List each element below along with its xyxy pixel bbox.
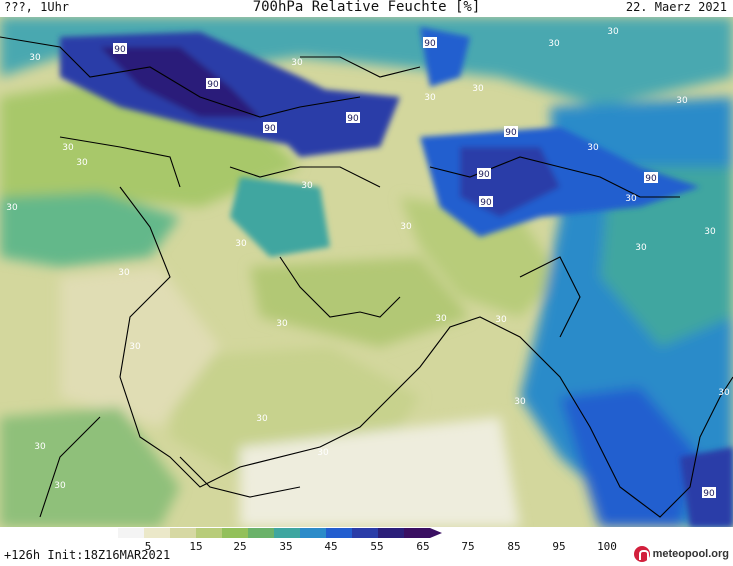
legend-swatch: [170, 528, 196, 538]
legend-tick-label: 5: [144, 540, 152, 553]
contour-label-bg: [477, 168, 491, 179]
legend-swatch: [300, 528, 326, 538]
legend-tick-label: 25: [233, 540, 247, 553]
contour-label: 90: [505, 128, 517, 138]
legend-tick-label: 85: [507, 540, 521, 553]
contour-label: 30: [317, 448, 329, 458]
contour-label: 30: [514, 397, 526, 407]
contour-label: 30: [76, 158, 88, 168]
contour-label: 30: [472, 84, 484, 94]
legend-swatch: [378, 528, 404, 538]
contour-label: 90: [480, 198, 492, 208]
contour-label: 90: [478, 170, 490, 180]
contour-label-bg: [263, 122, 277, 133]
contour-label: 30: [54, 481, 66, 491]
legend-color-bar: [118, 528, 442, 538]
legend-tick-label: 45: [324, 540, 338, 553]
legend-tick-label: 35: [279, 540, 293, 553]
contour-label-bg: [504, 126, 518, 137]
legend-tick-label: 100: [597, 540, 617, 553]
contour-label: 30: [235, 239, 247, 249]
contour-label: 30: [301, 181, 313, 191]
legend-swatch: [118, 528, 144, 538]
contour-label: 30: [62, 143, 74, 153]
brand-logo[interactable]: meteopool.org: [633, 546, 729, 562]
legend-swatch: [144, 528, 170, 538]
contour-label: 30: [676, 96, 688, 106]
contour-label: 30: [587, 143, 599, 153]
contour-label: 30: [291, 58, 303, 68]
contour-label: 30: [29, 53, 41, 63]
contour-label: 30: [495, 315, 507, 325]
legend-swatch: [404, 528, 430, 538]
valid-date: 22. Maerz 2021: [625, 0, 727, 14]
contour-label: 30: [276, 319, 288, 329]
map-title: 700hPa Relative Feuchte [%]: [252, 0, 481, 15]
color-legend: 5 15 25 35 45 55 65 75 85 95 100: [118, 528, 638, 558]
legend-swatch: [326, 528, 352, 538]
init-time: +126h Init:18Z16MAR2021: [4, 548, 171, 562]
contour-label: 30: [435, 314, 447, 324]
contour-label-bg: [479, 196, 493, 207]
meteopool-logo-icon: [633, 546, 650, 562]
contour-label: 90: [114, 45, 126, 55]
humidity-field: [0, 17, 733, 527]
contour-label: 30: [256, 414, 268, 424]
contour-label: 30: [6, 203, 18, 213]
run-label: ???, 1Uhr: [4, 0, 70, 14]
coastlines: [0, 36, 733, 518]
contour-label: 30: [424, 93, 436, 103]
contour-label-bg: [702, 487, 716, 498]
legend-tick-label: 75: [461, 540, 475, 553]
contour-label: 90: [703, 489, 715, 499]
contour-label: 30: [718, 388, 730, 398]
contour-label-bg: [346, 112, 360, 123]
legend-swatch: [196, 528, 222, 538]
legend-tick-label: 65: [416, 540, 430, 553]
brand-text: meteopool.org: [652, 548, 729, 560]
contour-label-bg: [644, 172, 658, 183]
contour-label: 30: [548, 39, 560, 49]
contour-label: 90: [264, 124, 276, 134]
contour-label-bg: [113, 43, 127, 54]
contour-label-bg: [206, 78, 220, 89]
header: ???, 1Uhr 700hPa Relative Feuchte [%] 22…: [0, 0, 733, 16]
legend-tick-label: 15: [189, 540, 203, 553]
contour-label: 30: [129, 342, 141, 352]
contour-label: 30: [400, 222, 412, 232]
contour-label: 30: [34, 442, 46, 452]
contour-label: 30: [625, 194, 637, 204]
legend-swatch: [222, 528, 248, 538]
contour-label: 90: [645, 174, 657, 184]
contour-label: 90: [207, 80, 219, 90]
legend-tick-label: 95: [552, 540, 566, 553]
contour-label-bg: [423, 37, 437, 48]
contour-label: 30: [635, 243, 647, 253]
legend-swatch: [274, 528, 300, 538]
legend-swatch: [248, 528, 274, 538]
contour-label: 30: [704, 227, 716, 237]
legend-arrow: [430, 528, 442, 538]
legend-swatch: [352, 528, 378, 538]
contour-label: 30: [607, 27, 619, 37]
legend-tick-label: 55: [370, 540, 384, 553]
contour-label: 90: [424, 39, 436, 49]
contour-label: 90: [347, 114, 359, 124]
contour-label: 30: [118, 268, 130, 278]
